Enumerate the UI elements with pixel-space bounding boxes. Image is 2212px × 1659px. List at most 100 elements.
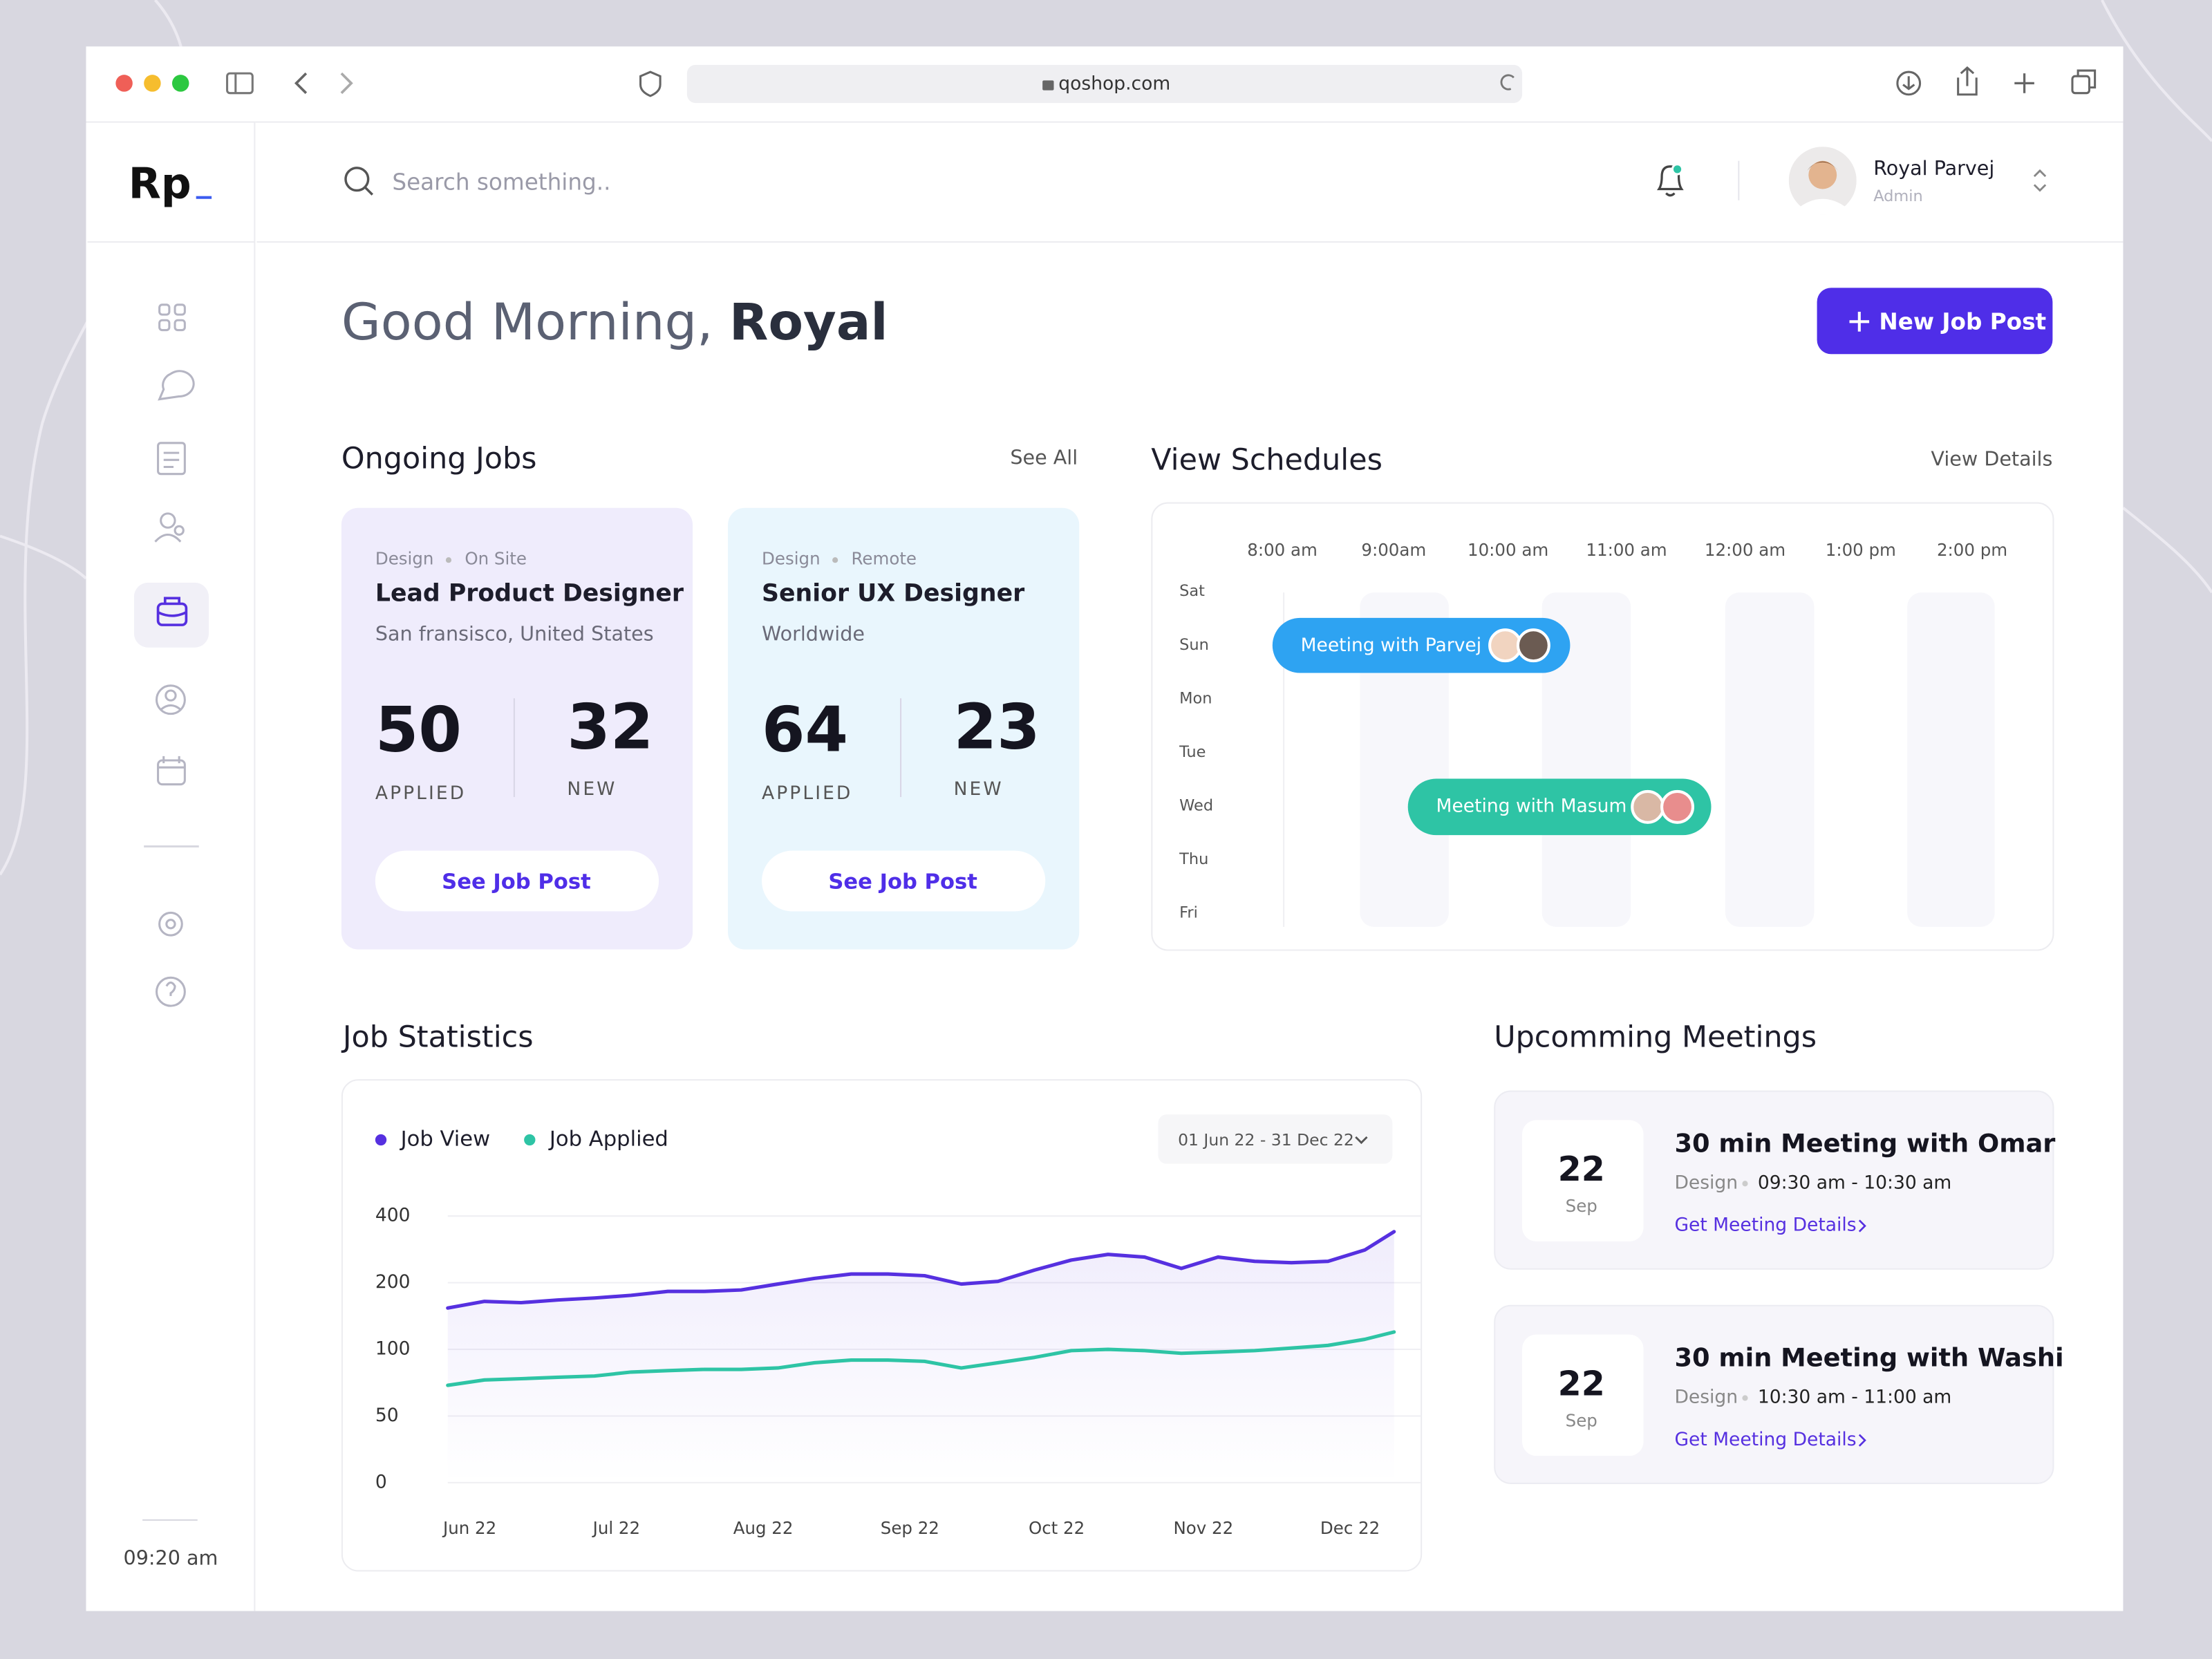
x-tick-label: Nov 22 — [1173, 1518, 1233, 1538]
see-job-button[interactable] — [762, 850, 1046, 912]
nav-help[interactable] — [155, 976, 186, 1007]
day-label: Thu — [1179, 850, 1209, 869]
shield-icon[interactable] — [639, 71, 662, 97]
header-divider — [256, 241, 2124, 243]
see-all-link[interactable]: See All — [1010, 447, 1078, 470]
separator-dot — [832, 556, 839, 563]
separator-dot — [446, 556, 452, 563]
date-range[interactable]: 01 Jun 22 - 31 Dec 22 — [1178, 1130, 1354, 1150]
see-job-button-label[interactable]: See Job Post — [828, 869, 977, 894]
user-menu-toggle[interactable] — [2029, 164, 2052, 198]
sidebar-nav — [133, 303, 209, 1007]
meeting-category: Design — [1674, 1172, 1738, 1194]
y-tick-label: 400 — [375, 1205, 411, 1226]
schedule-panel — [1151, 502, 2054, 951]
meeting-block[interactable] — [1407, 778, 1712, 836]
day-label: Mon — [1179, 688, 1212, 708]
legend-label: Job View — [400, 1127, 491, 1151]
sidebar — [86, 122, 256, 1611]
nav-messages[interactable] — [158, 370, 195, 401]
tabs-icon[interactable] — [2071, 75, 2090, 95]
job-category: Design — [762, 548, 821, 569]
meeting-label[interactable]: Meeting with Parvej — [1300, 635, 1482, 657]
meeting-day: 22 — [1557, 1364, 1605, 1404]
chart-panel — [341, 1079, 1423, 1572]
url[interactable]: qoshop.com — [1058, 74, 1171, 95]
stat-divider — [900, 698, 902, 798]
stat-divider — [513, 698, 515, 798]
nav-settings[interactable] — [158, 911, 183, 937]
nav-dashboard[interactable] — [158, 303, 186, 332]
day-label: Wed — [1179, 796, 1214, 815]
new-job-button-label[interactable]: New Job Post — [1879, 308, 2047, 335]
section-title: Job Statistics — [342, 1020, 534, 1054]
column-band — [1360, 592, 1449, 927]
job-location: San fransisco, United States — [375, 624, 654, 646]
view-details-link[interactable]: View Details — [1931, 448, 2053, 471]
notification-bell[interactable] — [1648, 155, 1696, 205]
new-count: 23 — [953, 692, 1040, 765]
chevron — [1858, 1219, 1866, 1232]
nav-profile[interactable] — [155, 684, 186, 715]
section-title: Upcomming Meetings — [1494, 1020, 1817, 1054]
job-title: Lead Product Designer — [375, 579, 684, 608]
chevron — [1858, 1434, 1866, 1447]
day-label: Fri — [1179, 903, 1198, 922]
reload-icon[interactable] — [1500, 74, 1515, 91]
meeting-title: 30 min Meeting with Washi — [1674, 1343, 2064, 1374]
meeting-category: Design — [1674, 1387, 1738, 1409]
back-button[interactable] — [294, 72, 308, 94]
meeting-month: Sep — [1565, 1196, 1597, 1217]
sidebar-toggle[interactable] — [226, 72, 254, 95]
zoom-button[interactable] — [171, 75, 189, 92]
new-count: 32 — [567, 692, 654, 765]
address-bar[interactable] — [686, 64, 1523, 103]
day-label: Sun — [1179, 635, 1209, 654]
separator-dot — [1742, 1395, 1748, 1401]
job-mode: On Site — [465, 548, 527, 569]
applied-count: 50 — [375, 695, 462, 767]
search-icon[interactable] — [339, 158, 381, 203]
y-tick-label: 100 — [375, 1338, 411, 1360]
job-meta: Design On Site — [375, 549, 527, 569]
column-band — [1725, 592, 1815, 927]
download-icon[interactable] — [1896, 71, 1922, 96]
minimize-button[interactable] — [144, 75, 161, 92]
close-button[interactable] — [115, 75, 133, 92]
x-tick-label: Sep 22 — [881, 1518, 939, 1538]
nav-candidates[interactable] — [154, 512, 185, 543]
toolbar-icons — [115, 64, 2097, 103]
time-label: 12:00 am — [1704, 540, 1786, 561]
legend-marker — [524, 1134, 536, 1146]
x-tick-label: Dec 22 — [1320, 1518, 1380, 1538]
share-icon[interactable] — [1957, 66, 1978, 96]
new-tab-icon[interactable] — [2014, 73, 2034, 93]
y-tick-label: 50 — [375, 1405, 399, 1426]
header-separator — [1738, 160, 1740, 200]
search-input[interactable]: Search something.. — [392, 168, 611, 196]
user-role: Admin — [1873, 187, 1923, 205]
see-job-button[interactable] — [375, 850, 659, 912]
applied-label: APPLIED — [762, 783, 853, 805]
dropdown-arrow — [1355, 1136, 1368, 1145]
time-label: 1:00 pm — [1825, 540, 1896, 561]
meeting-label[interactable]: Meeting with Masum — [1436, 796, 1627, 818]
new-label: NEW — [953, 779, 1004, 801]
forward-button[interactable] — [340, 72, 353, 94]
logo[interactable]: Rp — [128, 160, 191, 210]
date-range-dropdown[interactable] — [1158, 1114, 1393, 1164]
meeting-link[interactable]: Get Meeting Details — [1674, 1215, 1857, 1237]
meeting-link[interactable]: Get Meeting Details — [1674, 1430, 1857, 1451]
see-job-button-label[interactable]: See Job Post — [442, 869, 591, 894]
legend-label: Job Applied — [548, 1127, 668, 1151]
user-name: Royal Parvej — [1873, 158, 1995, 181]
nav-documents[interactable] — [157, 442, 186, 476]
nav-calendar[interactable] — [157, 756, 186, 786]
column-band — [1907, 592, 1995, 927]
time-label: 2:00 pm — [1936, 540, 2008, 561]
plus-icon — [1849, 312, 1870, 332]
time-label: 11:00 am — [1586, 540, 1667, 561]
user-avatar[interactable] — [1788, 147, 1857, 215]
line — [446, 1330, 1396, 1387]
